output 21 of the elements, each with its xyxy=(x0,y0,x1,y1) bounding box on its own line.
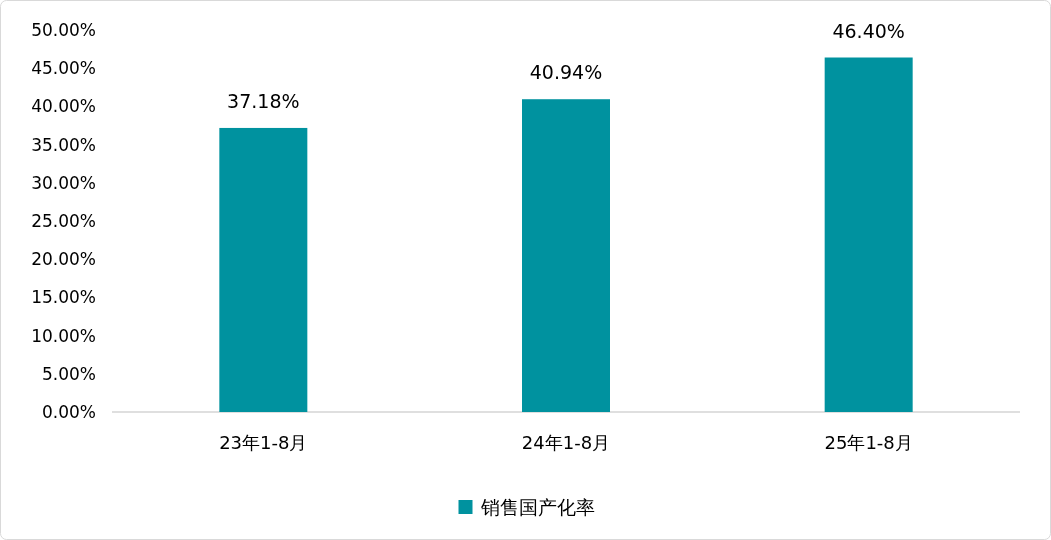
bar xyxy=(522,99,610,412)
data-label: 37.18% xyxy=(227,89,300,112)
bar xyxy=(824,57,913,412)
x-tick-label: 23年1-8月 xyxy=(219,432,308,453)
y-tick-label: 50.00% xyxy=(31,20,96,40)
data-label: 46.40% xyxy=(832,19,905,42)
y-tick-label: 0.00% xyxy=(41,402,96,422)
y-tick-label: 25.00% xyxy=(31,211,96,231)
bar xyxy=(219,127,308,412)
y-tick-label: 45.00% xyxy=(31,58,96,79)
legend-label: 销售国产化率 xyxy=(479,496,595,518)
y-tick-label: 5.00% xyxy=(41,363,96,384)
y-tick-label: 35.00% xyxy=(31,134,96,155)
x-tick-label: 25年1-8月 xyxy=(824,432,913,453)
y-tick-label: 15.00% xyxy=(31,287,96,308)
y-tick-label: 40.00% xyxy=(31,96,96,117)
y-tick-label: 30.00% xyxy=(31,172,96,193)
data-label: 40.94% xyxy=(529,61,603,84)
y-tick-label: 10.00% xyxy=(31,325,96,346)
x-tick-label: 24年1-8月 xyxy=(521,432,611,453)
y-tick-label: 20.00% xyxy=(31,249,96,270)
